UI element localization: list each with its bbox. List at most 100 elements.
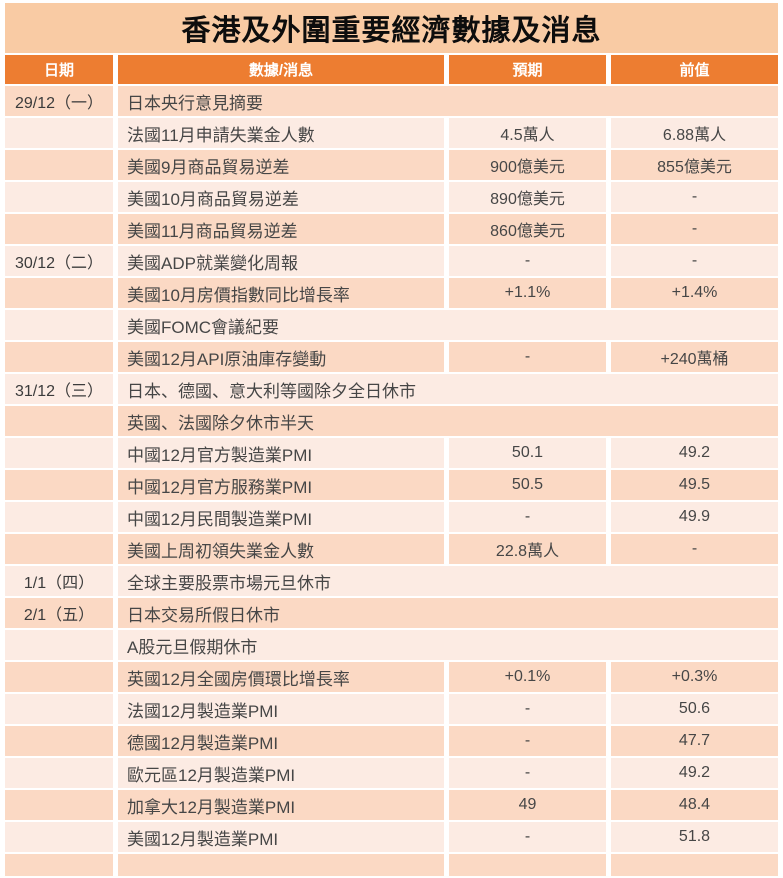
table-row: 法國12月製造業PMI -50.6 [5,694,778,724]
date-cell [5,758,113,788]
date-cell: 29/12（一） [5,86,113,116]
item-cell: 法國12月製造業PMI [118,694,444,724]
expected-cell: - [449,246,606,276]
date-cell [5,790,113,820]
table-row: 31/12（三） 日本、德國、意大利等國除夕全日休市 [5,374,778,404]
item-cell: 美國ADP就業變化周報 [118,246,444,276]
table-row: 美國10月商品貿易逆差 890億美元 - [5,182,778,212]
previous-cell: - [611,182,778,212]
previous-cell: - [611,534,778,564]
expected-cell: - [449,758,606,788]
previous-cell: 855億美元 [611,150,778,180]
table-row: 美國11月商品貿易逆差 860億美元 - [5,214,778,244]
item-cell: 中國12月民間製造業PMI [118,502,444,532]
item-cell: 日本、德國、意大利等國除夕全日休市 [118,374,778,404]
item-cell: 日本交易所假日休市 [118,598,778,628]
date-cell [5,630,113,660]
table-row: 英國12月全國房價環比增長率 +0.1% +0.3% [5,662,778,692]
table-row: A股元旦假期休市 [5,630,778,660]
table-row: 美國12月製造業PMI -51.8 [5,822,778,852]
date-cell [5,662,113,692]
col-header-expected: 預期 [449,55,606,84]
date-cell: 1/1（四） [5,566,113,596]
table-row: 法國11月申請失業金人數 4.5萬人 6.88萬人 [5,118,778,148]
bottom-partial-row [5,854,778,876]
previous-cell: +0.3% [611,662,778,692]
item-cell: 歐元區12月製造業PMI [118,758,444,788]
previous-cell: 6.88萬人 [611,118,778,148]
previous-cell: 49.2 [611,758,778,788]
expected-cell: 50.1 [449,438,606,468]
date-cell [5,214,113,244]
expected-cell: 890億美元 [449,182,606,212]
table-row: 加拿大12月製造業PMI 49 48.4 [5,790,778,820]
expected-cell: 49 [449,790,606,820]
item-cell: 美國10月房價指數同比增長率 [118,278,444,308]
table-row: 美國12月API原油庫存變動 - +240萬桶 [5,342,778,372]
previous-cell: +1.4% [611,278,778,308]
economic-data-table: 日期 數據/消息 預期 前值 29/12（一） 日本央行意見摘要 法國11月申請失業… [0,53,783,878]
table-row: 中國12月官方服務業PMI 50.5 49.5 [5,470,778,500]
date-cell [5,534,113,564]
expected-cell: - [449,502,606,532]
date-cell [5,694,113,724]
date-cell [5,502,113,532]
partial-cell [5,854,113,876]
date-cell [5,726,113,756]
item-cell: 美國12月製造業PMI [118,822,444,852]
item-cell: A股元旦假期休市 [118,630,778,660]
item-cell: 加拿大12月製造業PMI [118,790,444,820]
date-cell [5,278,113,308]
partial-cell [118,854,444,876]
item-cell: 美國12月API原油庫存變動 [118,342,444,372]
date-cell [5,470,113,500]
date-cell: 2/1（五） [5,598,113,628]
date-cell [5,342,113,372]
previous-cell: 48.4 [611,790,778,820]
expected-cell: 860億美元 [449,214,606,244]
expected-cell: - [449,342,606,372]
date-cell [5,150,113,180]
table-row: 美國上周初領失業金人數 22.8萬人 - [5,534,778,564]
table-row: 美國FOMC會議紀要 [5,310,778,340]
date-cell: 31/12（三） [5,374,113,404]
table-row: 美國10月房價指數同比增長率 +1.1% +1.4% [5,278,778,308]
table-row: 2/1（五） 日本交易所假日休市 [5,598,778,628]
date-cell [5,118,113,148]
page-title: 香港及外圍重要經濟數據及消息 [5,3,778,53]
date-cell [5,822,113,852]
col-header-date: 日期 [5,55,113,84]
table-row: 1/1（四） 全球主要股票市場元旦休市 [5,566,778,596]
item-cell: 美國9月商品貿易逆差 [118,150,444,180]
table-row: 英國、法國除夕休市半天 [5,406,778,436]
econ-table-body: 29/12（一） 日本央行意見摘要 法國11月申請失業金人數 4.5萬人 6.88萬人美… [5,86,778,876]
date-cell [5,406,113,436]
expected-cell: 900億美元 [449,150,606,180]
item-cell: 中國12月官方製造業PMI [118,438,444,468]
previous-cell: - [611,214,778,244]
table-header: 日期 數據/消息 預期 前值 [5,55,778,84]
item-cell: 美國上周初領失業金人數 [118,534,444,564]
date-cell [5,438,113,468]
expected-cell: 4.5萬人 [449,118,606,148]
partial-cell [611,854,778,876]
table-row: 中國12月民間製造業PMI -49.9 [5,502,778,532]
item-cell: 全球主要股票市場元旦休市 [118,566,778,596]
col-header-item: 數據/消息 [118,55,444,84]
item-cell: 美國10月商品貿易逆差 [118,182,444,212]
expected-cell: - [449,822,606,852]
item-cell: 美國FOMC會議紀要 [118,310,778,340]
previous-cell: +240萬桶 [611,342,778,372]
expected-cell: +1.1% [449,278,606,308]
table-row: 29/12（一） 日本央行意見摘要 [5,86,778,116]
item-cell: 英國、法國除夕休市半天 [118,406,778,436]
item-cell: 日本央行意見摘要 [118,86,778,116]
table-row: 美國9月商品貿易逆差 900億美元 855億美元 [5,150,778,180]
col-header-previous: 前值 [611,55,778,84]
expected-cell: - [449,694,606,724]
date-cell: 30/12（二） [5,246,113,276]
previous-cell: 49.2 [611,438,778,468]
item-cell: 中國12月官方服務業PMI [118,470,444,500]
previous-cell: - [611,246,778,276]
date-cell [5,182,113,212]
